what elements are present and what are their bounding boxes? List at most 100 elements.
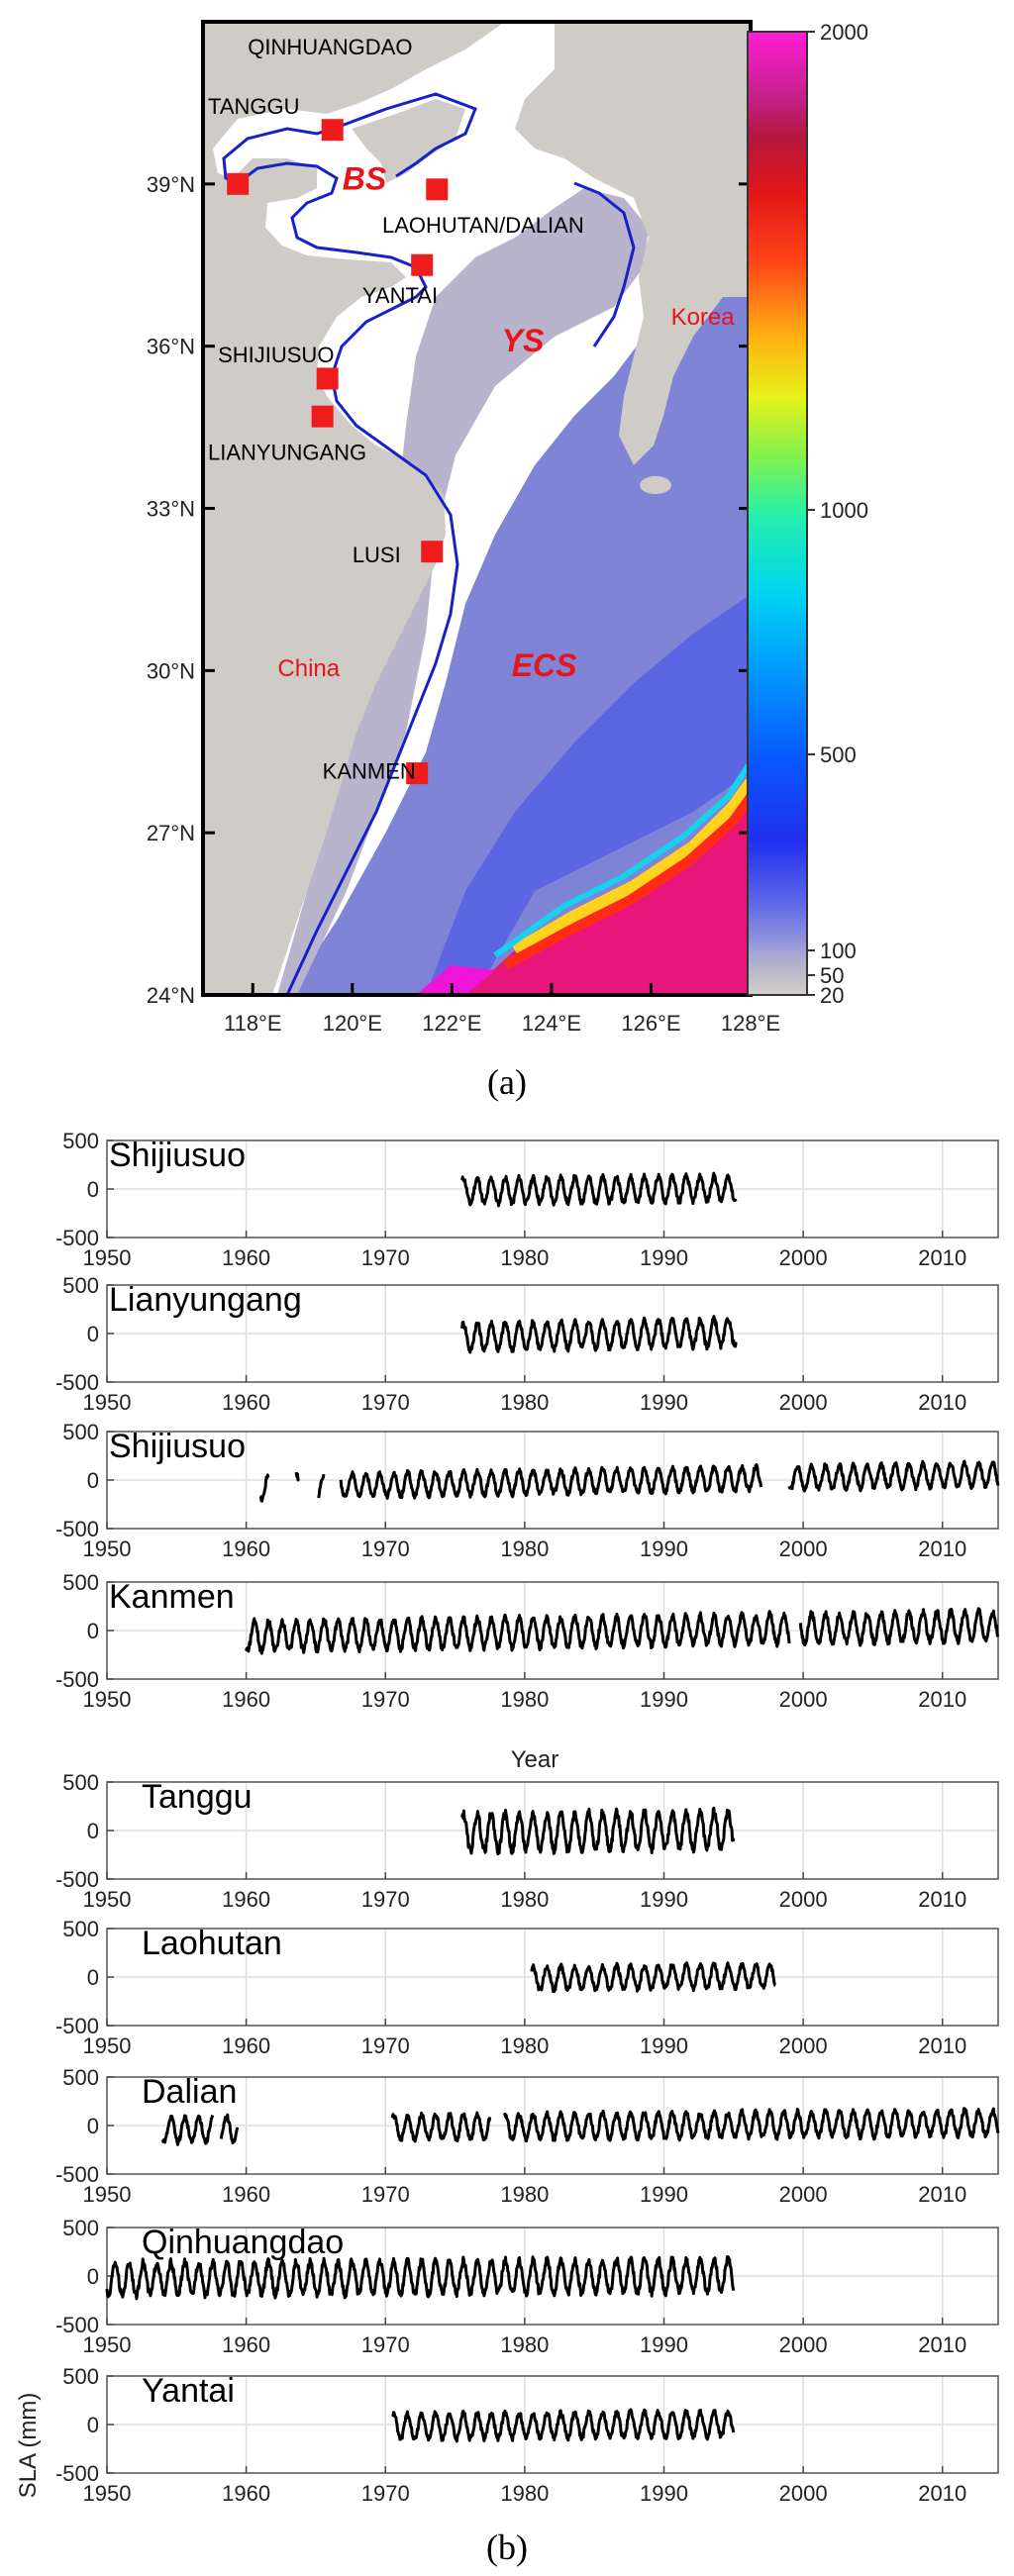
y-tick-label: -500 [55,1867,99,1892]
lon-tick-label: 122°E [422,1011,481,1036]
sla-series-line [219,2113,240,2145]
x-tick-label: 2010 [918,1687,966,1712]
station-label: SHIJIUSUO [218,343,334,367]
x-tick-label: 1960 [222,1536,270,1561]
lon-tick-label: 118°E [224,1011,282,1036]
sla-series-line [460,1315,738,1354]
y-tick-label: -500 [55,1370,99,1395]
station-label: LIANYUNGANG [208,440,366,464]
y-tick-label: -500 [55,2162,99,2187]
sla-series-line [317,1473,326,1499]
x-tick-label: 1950 [83,1887,132,1912]
x-tick-label: 2000 [779,1390,828,1415]
y-tick-label: -500 [55,1517,99,1541]
x-tick-label: 1990 [640,2182,688,2207]
y-tick-label: 500 [62,1770,99,1795]
y-tick-label: 500 [62,1570,99,1595]
station-label: LAOHUTAN/DALIAN [382,213,584,238]
x-tick-label: 1980 [500,1245,549,1270]
x-tick-label: 2000 [779,1536,828,1561]
station-label: QINHUANGDAO [248,35,412,59]
series-name: Shijiusuo [109,1428,246,1465]
x-tick-label: 1970 [361,2182,410,2207]
bathymetry-map: 24°N 27°N 30°N 33°N 36°N 39°N 118°E 120°E 122°E 1… [147,20,780,1036]
x-tick-label: 1970 [361,2332,410,2357]
y-tick-label: 0 [87,2413,99,2437]
series-name: Shijiusuo [109,1137,246,1174]
x-tick-label: 2000 [779,2332,828,2357]
colorbar-tick-label: 100 [820,939,857,963]
sla-series-line [798,1607,999,1647]
yellow-sea-water [277,188,649,995]
lat-tick-label: 39°N [147,172,195,197]
x-tick-label: 1950 [83,2332,132,2357]
sla-series-line [160,2114,215,2146]
y-tick-label: -500 [55,1226,99,1250]
series-name: Tanggu [142,1778,253,1816]
x-tick-label: 1970 [361,2481,410,2506]
y-tick-label: 0 [87,1965,99,1990]
x-tick-label: 2000 [779,1887,828,1912]
y-tick-label: 0 [87,1468,99,1493]
x-tick-label: 1970 [361,2033,410,2058]
series-name: Qinhuangdao [142,2224,344,2261]
x-tick-label: 1980 [500,1390,549,1415]
x-tick-label: 1960 [222,1687,270,1712]
lat-tick-label: 24°N [147,983,195,1008]
station-marker [421,541,444,563]
sla-series-line [502,2107,1000,2143]
y-tick-label: 0 [87,1177,99,1202]
colorbar-tick-label: 50 [820,963,844,988]
x-tick-label: 2010 [918,1536,966,1561]
x-tick-label: 2010 [918,1245,966,1270]
country-label: Korea [671,304,736,331]
colorbar-tick-label: 500 [820,743,857,767]
station-marker [406,762,429,785]
series-name: Laohutan [142,1925,282,1962]
x-tick-label: 1960 [222,1245,270,1270]
lat-tick-label: 27°N [147,821,195,845]
sla-series-line [339,1463,762,1500]
y-tick-label: 500 [62,1273,99,1298]
colorbar-tick-label: 20 [820,983,844,1008]
station-label: LUSI [353,543,401,567]
panel-b-label: (b) [486,2527,528,2567]
station-label: KANMEN [323,759,416,784]
x-tick-label: 1960 [222,2332,270,2357]
y-tick-label: -500 [55,1667,99,1692]
lon-tick-label: 120°E [323,1011,382,1036]
y-tick-label: 500 [62,2364,99,2389]
x-tick-label: 1980 [500,2033,549,2058]
lat-tick-label: 30°N [147,658,195,683]
station-marker [227,172,250,195]
colorbar-tick-label: 1000 [820,498,868,523]
x-tick-label: 1980 [500,2481,549,2506]
x-tick-label: 1950 [83,2481,132,2506]
x-tick-label: 1990 [640,1390,688,1415]
x-tick-label: 2010 [918,2033,966,2058]
y-tick-label: -500 [55,2014,99,2038]
x-tick-label: 1970 [361,1245,410,1270]
china-land [203,22,505,995]
station-marker [321,119,344,142]
station-marker [411,253,434,276]
mid-shelf-water [426,594,751,995]
x-tick-label: 1960 [222,2033,270,2058]
station-marker [426,178,449,201]
x-tick-label: 1950 [83,2033,132,2058]
sla-series-line [105,2255,736,2301]
station-label: YANTAI [362,283,438,308]
sla-series-line [390,2111,492,2143]
x-tick-label: 1970 [361,1887,410,1912]
x-tick-label: 2000 [779,2481,828,2506]
lat-tick-label: 33°N [147,497,195,522]
lon-tick-label: 124°E [522,1011,581,1036]
korea-land [515,22,751,465]
series-name: Lianyungang [109,1281,302,1319]
x-tick-label: 1960 [222,2481,270,2506]
country-label: China [277,655,340,682]
